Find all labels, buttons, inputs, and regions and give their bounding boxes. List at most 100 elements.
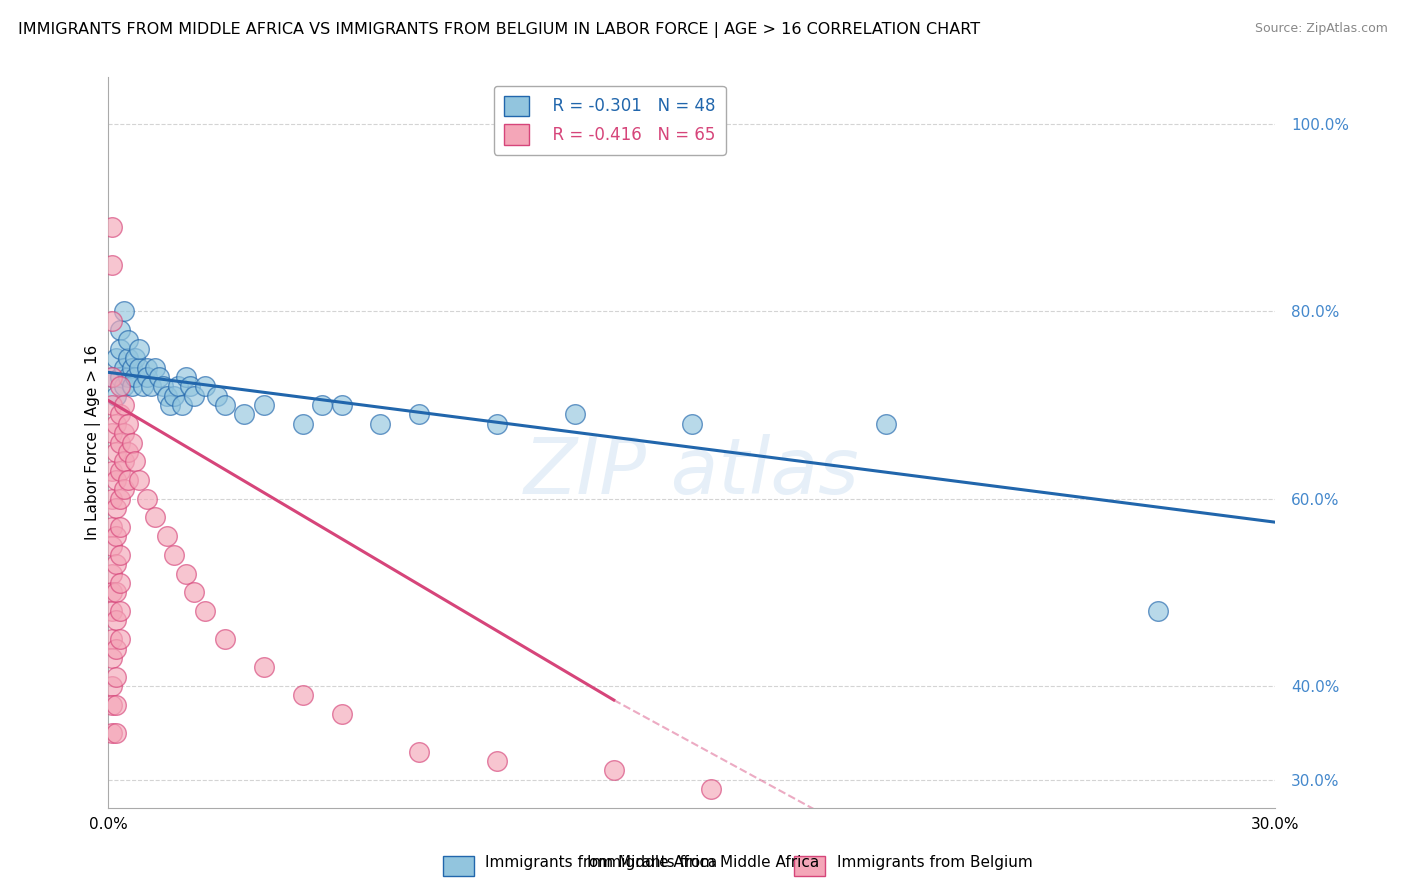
Point [117,370,139,384]
Point [105,558,128,572]
Point [105,417,128,431]
Point [108,604,131,618]
Point [101,258,124,272]
Point [253,660,276,674]
Point [108,408,131,422]
Text: Immigrants from Belgium: Immigrants from Belgium [837,855,1032,870]
Point [117,351,139,366]
Text: IMMIGRANTS FROM MIDDLE AFRICA VS IMMIGRANTS FROM BELGIUM IN LABOR FORCE | AGE > : IMMIGRANTS FROM MIDDLE AFRICA VS IMMIGRA… [18,22,980,38]
Point [112,398,135,412]
Point [603,763,626,777]
Point [330,398,353,412]
Point [105,698,128,712]
Point [128,473,150,487]
Point [214,632,236,647]
Point [105,670,128,684]
Point [214,398,236,412]
Point [101,566,124,581]
Point [121,379,143,393]
Point [128,360,150,375]
Point [101,491,124,506]
Point [105,614,128,628]
Point [101,604,124,618]
Point [117,333,139,347]
Point [101,679,124,693]
Point [101,464,124,478]
Point [108,323,131,337]
Point [112,426,135,441]
Point [194,604,217,618]
Point [486,417,509,431]
Point [105,726,128,740]
Point [174,566,197,581]
Point [112,304,135,318]
Point [101,370,124,384]
Point [101,539,124,553]
Point [128,342,150,356]
Text: Source: ZipAtlas.com: Source: ZipAtlas.com [1254,22,1388,36]
Point [101,698,124,712]
Point [143,360,166,375]
Y-axis label: In Labor Force | Age > 16: In Labor Force | Age > 16 [86,345,101,541]
Point [121,435,143,450]
Point [101,370,124,384]
Point [124,454,146,468]
Point [253,398,276,412]
Point [370,417,392,431]
Point [105,529,128,543]
Point [205,389,228,403]
Point [194,379,217,393]
Point [117,445,139,459]
Point [108,379,131,393]
Point [136,360,159,375]
Point [564,408,586,422]
Point [105,501,128,516]
Point [108,632,131,647]
Point [139,379,162,393]
Point [117,417,139,431]
Text: Immigrants from Middle Africa: Immigrants from Middle Africa [485,855,717,870]
Point [124,351,146,366]
Point [105,389,128,403]
Point [1147,604,1170,618]
Point [174,370,197,384]
Point [108,435,131,450]
Point [172,398,194,412]
Point [330,707,353,722]
Point [105,641,128,656]
Point [105,473,128,487]
Point [108,464,131,478]
Point [183,389,205,403]
Point [101,220,124,235]
Point [143,510,166,524]
Point [136,491,159,506]
Point [112,379,135,393]
Point [291,417,314,431]
Point [408,408,430,422]
Point [155,529,177,543]
Point [700,781,723,796]
Point [105,585,128,599]
Point [163,548,186,562]
Point [117,473,139,487]
Point [159,398,181,412]
Point [108,491,131,506]
Point [112,483,135,497]
Point [163,389,186,403]
Point [108,548,131,562]
Text: ZIP atlas: ZIP atlas [523,434,859,509]
Point [101,426,124,441]
Point [486,754,509,768]
Point [311,398,333,412]
Point [105,445,128,459]
Point [132,379,155,393]
Point [124,370,146,384]
Point [108,370,131,384]
Point [101,585,124,599]
Point [167,379,190,393]
Point [112,360,135,375]
Point [101,632,124,647]
Point [408,744,430,758]
Point [183,585,205,599]
Point [108,576,131,591]
